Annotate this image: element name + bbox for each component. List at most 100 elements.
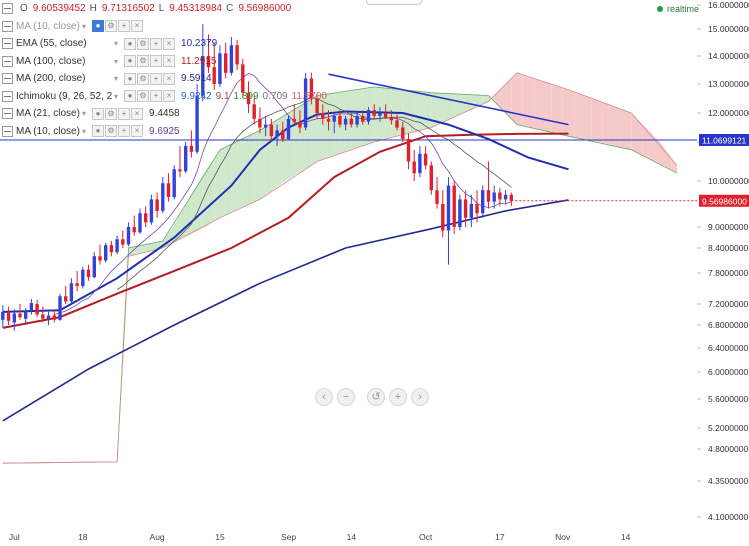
indicator-value: 1.899 xyxy=(234,91,259,102)
candle-body xyxy=(47,316,50,319)
chevron-down-icon[interactable]: ▾ xyxy=(114,74,118,83)
x-tick-label: 15 xyxy=(215,532,225,542)
eye-icon[interactable]: ● xyxy=(124,55,136,67)
indicator-name[interactable]: MA (200, close) xyxy=(16,73,112,84)
indicator-name[interactable]: MA (10, close) xyxy=(16,21,80,32)
kumo-cloud-segment xyxy=(409,90,415,133)
chevron-down-icon[interactable]: ▾ xyxy=(114,92,118,101)
candle-body xyxy=(498,193,501,200)
chevron-down-icon[interactable]: ▾ xyxy=(114,57,118,66)
indicator-value: 11.2915 xyxy=(181,56,216,67)
plus-icon[interactable]: + xyxy=(150,73,162,85)
candle-body xyxy=(430,165,433,190)
indicator-row: MA (10, close)▾ ●⚙+× xyxy=(0,18,340,36)
collapse-icon[interactable] xyxy=(2,73,13,84)
indicator-name[interactable]: MA (10, close) xyxy=(16,126,80,137)
kumo-cloud-segment xyxy=(449,94,455,120)
plus-icon[interactable]: + xyxy=(150,38,162,50)
plus-icon[interactable]: + xyxy=(118,108,130,120)
gear-icon[interactable]: ⚙ xyxy=(137,90,149,102)
gear-icon[interactable]: ⚙ xyxy=(137,55,149,67)
candle-body xyxy=(24,310,27,318)
candle-body xyxy=(424,154,427,166)
eye-icon[interactable]: ● xyxy=(92,125,104,137)
candle-body xyxy=(418,154,421,174)
eye-icon[interactable]: ● xyxy=(92,20,104,32)
close-icon[interactable]: × xyxy=(131,108,143,120)
kumo-cloud-segment xyxy=(254,130,260,202)
collapse-icon[interactable] xyxy=(2,21,13,32)
eye-icon[interactable]: ● xyxy=(124,73,136,85)
indicator-value: 9.4458 xyxy=(149,108,180,119)
candle-body xyxy=(87,270,90,278)
collapse-icon[interactable] xyxy=(2,91,13,102)
panel-handle[interactable] xyxy=(366,0,422,5)
gear-icon[interactable]: ⚙ xyxy=(137,38,149,50)
eye-icon[interactable]: ● xyxy=(124,38,136,50)
plus-icon[interactable]: + xyxy=(118,125,130,137)
y-tick-label: 5.2000000 xyxy=(708,423,748,433)
eye-icon[interactable]: ● xyxy=(92,108,104,120)
candle-body xyxy=(344,119,347,125)
close-icon[interactable]: × xyxy=(131,20,143,32)
indicator-name[interactable]: Ichimoku (9, 26, 52, 26) xyxy=(16,91,112,102)
kumo-cloud-segment xyxy=(197,176,203,232)
chevron-down-icon[interactable]: ▾ xyxy=(82,109,86,118)
collapse-icon[interactable] xyxy=(2,126,13,137)
candle-body xyxy=(458,199,461,227)
plus-icon[interactable]: + xyxy=(118,20,130,32)
gear-icon[interactable]: ⚙ xyxy=(105,20,117,32)
x-tick-label: Sep xyxy=(281,532,296,542)
eye-icon[interactable]: ● xyxy=(124,90,136,102)
ohlc-h-label: H xyxy=(90,3,97,14)
indicator-name[interactable]: EMA (55, close) xyxy=(16,38,112,49)
plus-icon[interactable]: + xyxy=(150,55,162,67)
candle-body xyxy=(30,303,33,310)
kumo-cloud-segment xyxy=(249,133,255,205)
zoom-out-button[interactable]: − xyxy=(337,388,355,406)
candle-body xyxy=(35,304,38,315)
y-tick-label: 9.0000000 xyxy=(708,222,748,232)
close-icon[interactable]: × xyxy=(131,125,143,137)
zoom-in-button[interactable]: + xyxy=(389,388,407,406)
chevron-down-icon[interactable]: ▾ xyxy=(82,22,86,31)
ohlc-open: 9.60539452 xyxy=(33,3,86,14)
y-tick-label: 10.0000000 xyxy=(708,176,749,186)
indicator-buttons: ●⚙+× xyxy=(92,125,143,137)
scroll-left-button[interactable]: ‹ xyxy=(315,388,333,406)
chevron-down-icon[interactable]: ▾ xyxy=(82,127,86,136)
close-icon[interactable]: × xyxy=(163,38,175,50)
indicator-row: MA (21, close)▾ ●⚙+× 9.4458 xyxy=(0,105,340,123)
collapse-icon[interactable] xyxy=(2,38,13,49)
close-icon[interactable]: × xyxy=(163,55,175,67)
kumo-cloud-segment xyxy=(523,75,529,128)
close-icon[interactable]: × xyxy=(163,90,175,102)
candle-body xyxy=(510,195,513,201)
kumo-cloud-segment xyxy=(460,94,466,114)
candle-body xyxy=(350,119,353,125)
candle-body xyxy=(150,199,153,222)
kumo-cloud-segment xyxy=(597,100,603,142)
gear-icon[interactable]: ⚙ xyxy=(105,125,117,137)
collapse-icon[interactable] xyxy=(2,56,13,67)
gear-icon[interactable]: ⚙ xyxy=(137,73,149,85)
reset-button[interactable]: ↺ xyxy=(367,388,385,406)
gear-icon[interactable]: ⚙ xyxy=(105,108,117,120)
kumo-cloud-segment xyxy=(546,82,552,132)
candle-body xyxy=(41,315,44,319)
reset-icon: ↺ xyxy=(371,392,380,403)
kumo-cloud-segment xyxy=(580,94,586,139)
close-icon[interactable]: × xyxy=(163,73,175,85)
scroll-right-button[interactable]: › xyxy=(411,388,429,406)
indicator-name[interactable]: MA (21, close) xyxy=(16,108,80,119)
indicator-name[interactable]: MA (100, close) xyxy=(16,56,112,67)
candle-body xyxy=(390,117,393,120)
candle-body xyxy=(70,283,73,301)
chevron-down-icon[interactable]: ▾ xyxy=(114,39,118,48)
collapse-icon[interactable] xyxy=(2,108,13,119)
collapse-icon[interactable] xyxy=(2,3,13,14)
indicator-row: MA (200, close)▾●⚙+×9.5914 xyxy=(0,70,340,88)
hline-price-label: 11.0699121 xyxy=(702,135,747,145)
candle-body xyxy=(413,162,416,174)
plus-icon[interactable]: + xyxy=(150,90,162,102)
